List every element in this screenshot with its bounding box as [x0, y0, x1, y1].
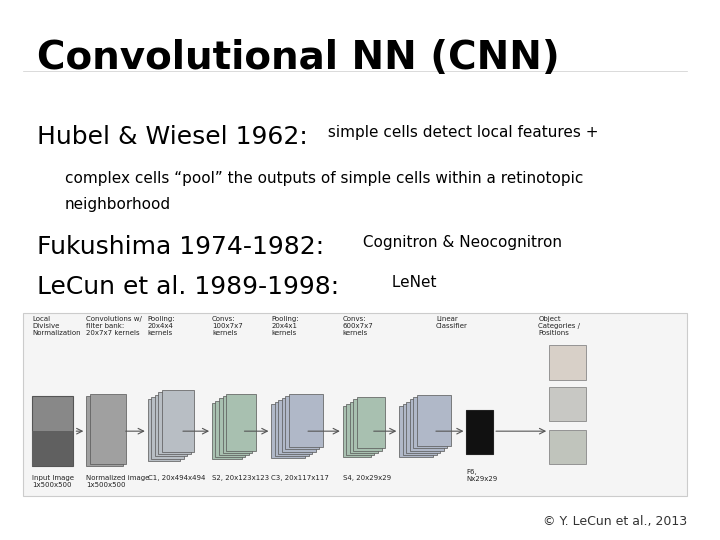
FancyBboxPatch shape: [86, 396, 123, 466]
Text: Pooling:
20x4x1
kernels: Pooling: 20x4x1 kernels: [271, 316, 299, 336]
FancyBboxPatch shape: [158, 393, 191, 454]
Text: Pooling:
20x4x4
kernels: Pooling: 20x4x4 kernels: [148, 316, 175, 336]
FancyBboxPatch shape: [402, 404, 436, 455]
FancyBboxPatch shape: [215, 401, 246, 457]
Text: S2, 20x123x123: S2, 20x123x123: [212, 475, 269, 481]
Text: Fukushima 1974-1982:: Fukushima 1974-1982:: [37, 235, 324, 259]
Text: Cognitron & Neocognitron: Cognitron & Neocognitron: [359, 235, 562, 250]
Text: simple cells detect local features +: simple cells detect local features +: [323, 125, 598, 140]
FancyBboxPatch shape: [155, 395, 187, 456]
FancyBboxPatch shape: [90, 394, 127, 464]
Text: LeNet: LeNet: [387, 275, 436, 291]
Text: Input Image
1x500x500: Input Image 1x500x500: [32, 475, 74, 488]
FancyBboxPatch shape: [410, 400, 444, 450]
FancyBboxPatch shape: [226, 394, 256, 450]
FancyBboxPatch shape: [285, 396, 320, 449]
Text: F6,
Nx29x29: F6, Nx29x29: [467, 469, 498, 482]
FancyBboxPatch shape: [212, 403, 242, 459]
Text: Convs:
100x7x7
kernels: Convs: 100x7x7 kernels: [212, 316, 243, 336]
FancyBboxPatch shape: [22, 313, 687, 496]
FancyBboxPatch shape: [357, 397, 385, 448]
Text: Convolutional NN (CNN): Convolutional NN (CNN): [37, 39, 559, 77]
FancyBboxPatch shape: [148, 399, 180, 461]
Text: Convs:
600x7x7
kernels: Convs: 600x7x7 kernels: [343, 316, 374, 336]
Text: neighborhood: neighborhood: [65, 198, 171, 212]
FancyBboxPatch shape: [282, 398, 316, 451]
Text: S4, 20x29x29: S4, 20x29x29: [343, 475, 391, 481]
FancyBboxPatch shape: [151, 397, 184, 458]
FancyBboxPatch shape: [467, 410, 493, 454]
FancyBboxPatch shape: [406, 402, 440, 453]
FancyBboxPatch shape: [413, 397, 447, 448]
FancyBboxPatch shape: [343, 406, 371, 457]
FancyBboxPatch shape: [279, 400, 312, 454]
FancyBboxPatch shape: [549, 345, 586, 380]
Text: Hubel & Wiesel 1962:: Hubel & Wiesel 1962:: [37, 125, 307, 149]
Text: complex cells “pool” the outputs of simple cells within a retinotopic: complex cells “pool” the outputs of simp…: [65, 171, 583, 186]
FancyBboxPatch shape: [346, 404, 374, 455]
FancyBboxPatch shape: [354, 400, 382, 450]
FancyBboxPatch shape: [32, 396, 73, 466]
FancyBboxPatch shape: [222, 396, 252, 453]
Text: C3, 20x117x117: C3, 20x117x117: [271, 475, 329, 481]
FancyBboxPatch shape: [271, 404, 305, 458]
FancyBboxPatch shape: [275, 402, 309, 456]
Text: C1, 20x494x494: C1, 20x494x494: [148, 475, 205, 481]
Text: Normalized image
1x500x500: Normalized image 1x500x500: [86, 475, 150, 488]
FancyBboxPatch shape: [162, 390, 194, 452]
Text: © Y. LeCun et al., 2013: © Y. LeCun et al., 2013: [543, 515, 687, 528]
Text: LeCun et al. 1989-1998:: LeCun et al. 1989-1998:: [37, 275, 339, 299]
Text: Local
Divisive
Normalization: Local Divisive Normalization: [32, 316, 81, 336]
FancyBboxPatch shape: [219, 399, 248, 455]
FancyBboxPatch shape: [417, 395, 451, 446]
FancyBboxPatch shape: [549, 387, 586, 422]
Text: Object
Categories /
Positions: Object Categories / Positions: [539, 316, 580, 336]
FancyBboxPatch shape: [399, 406, 433, 457]
Text: Convolutions w/
filter bank:
20x7x7 kernels: Convolutions w/ filter bank: 20x7x7 kern…: [86, 316, 142, 336]
FancyBboxPatch shape: [289, 394, 323, 447]
FancyBboxPatch shape: [549, 429, 586, 464]
FancyBboxPatch shape: [32, 431, 73, 466]
Text: Linear
Classifier: Linear Classifier: [436, 316, 468, 329]
FancyBboxPatch shape: [350, 402, 378, 453]
